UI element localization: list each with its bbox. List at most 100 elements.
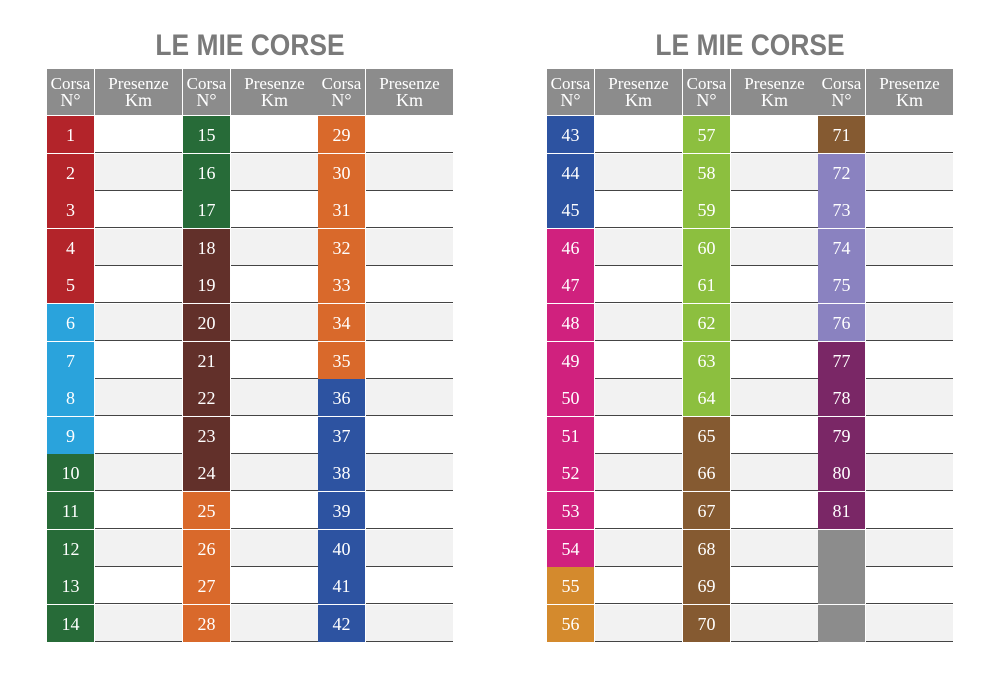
presenze-km-entry[interactable] [366,191,453,229]
presenze-km-entry[interactable] [866,228,953,266]
race-number-cell: 44 [547,153,594,191]
race-number-cell: 42 [318,604,365,642]
header-presenze-label: Presenze [379,74,440,93]
presenze-km-entry[interactable] [595,529,682,567]
presenze-km-entry[interactable] [866,529,953,567]
presenze-km-entry[interactable] [866,492,953,529]
presenze-km-entry[interactable] [366,153,453,191]
presenze-km-entry[interactable] [595,567,682,605]
presenze-km-entry[interactable] [731,379,818,417]
presenze-km-entry[interactable] [366,567,453,605]
presenze-km-entry[interactable] [731,567,818,605]
presenze-km-entry[interactable] [866,454,953,492]
presenze-km-entry[interactable] [866,567,953,605]
presenze-km-entry[interactable] [231,454,318,492]
race-number-cell: 29 [318,116,365,153]
presenze-km-entry[interactable] [595,492,682,529]
presenze-km-entry[interactable] [595,604,682,642]
presenze-km-entry[interactable] [366,116,453,153]
presenze-km-entry[interactable] [731,153,818,191]
presenze-km-entry[interactable] [95,191,182,229]
presenze-km-entry[interactable] [366,228,453,266]
presenze-km-entry[interactable] [231,416,318,454]
presenze-km-entry[interactable] [95,266,182,304]
presenze-km-entry[interactable] [731,191,818,229]
presenze-km-entry[interactable] [231,228,318,266]
race-number-cell: 60 [683,228,730,266]
race-number-cell: 32 [318,228,365,266]
presenze-km-entry[interactable] [731,492,818,529]
presenze-km-entry[interactable] [231,529,318,567]
presenze-km-entry[interactable] [95,341,182,379]
race-number-cell: 40 [318,529,365,567]
presenze-km-entry[interactable] [595,304,682,341]
header-corsa-label: Corsa [186,74,227,93]
presenze-km-entry[interactable] [95,567,182,605]
presenze-km-entry[interactable] [731,416,818,454]
race-number-cell: 16 [183,153,230,191]
presenze-km-entry[interactable] [95,416,182,454]
presenze-km-entry[interactable] [231,379,318,417]
presenze-km-entry[interactable] [595,379,682,417]
header-km-label: Km [261,90,288,110]
header-presenze-km: Presenze Km [231,69,318,115]
presenze-km-entry[interactable] [95,116,182,153]
presenze-km-entry[interactable] [95,529,182,567]
presenze-km-entry[interactable] [731,266,818,304]
presenze-km-entry[interactable] [95,492,182,529]
presenze-km-entry[interactable] [231,116,318,153]
presenze-km-entry[interactable] [231,191,318,229]
presenze-km-entry[interactable] [231,153,318,191]
presenze-km-entry[interactable] [231,492,318,529]
presenze-km-entry[interactable] [866,116,953,153]
presenze-km-entry[interactable] [366,529,453,567]
presenze-km-entry[interactable] [95,228,182,266]
race-number-cell: 57 [683,116,730,153]
presenze-km-entry[interactable] [366,341,453,379]
presenze-km-entry[interactable] [366,454,453,492]
presenze-km-entry[interactable] [95,304,182,341]
presenze-km-entry[interactable] [595,191,682,229]
presenze-km-entry[interactable] [95,153,182,191]
presenze-km-entry[interactable] [231,567,318,605]
presenze-km-entry[interactable] [366,379,453,417]
presenze-km-entry[interactable] [866,379,953,417]
race-number-cell: 18 [183,228,230,266]
presenze-km-entry[interactable] [231,304,318,341]
presenze-km-entry[interactable] [366,266,453,304]
presenze-km-entry[interactable] [731,454,818,492]
presenze-km-entry[interactable] [731,529,818,567]
presenze-km-entry[interactable] [231,341,318,379]
presenze-km-entry[interactable] [366,304,453,341]
presenze-km-entry[interactable] [595,116,682,153]
presenze-km-entry[interactable] [366,492,453,529]
presenze-km-entry[interactable] [231,266,318,304]
presenze-km-entry[interactable] [595,341,682,379]
presenze-km-entry[interactable] [731,304,818,341]
presenze-km-entry[interactable] [866,341,953,379]
presenze-km-entry[interactable] [866,153,953,191]
header-corsa-number: Corsa N° [683,69,730,115]
presenze-km-entry[interactable] [595,266,682,304]
presenze-km-entry[interactable] [731,116,818,153]
presenze-km-entry[interactable] [595,416,682,454]
race-number-cell: 72 [818,153,865,191]
presenze-km-entry[interactable] [866,266,953,304]
presenze-km-entry[interactable] [95,604,182,642]
presenze-km-entry[interactable] [731,341,818,379]
presenze-km-entry[interactable] [866,304,953,341]
presenze-km-entry[interactable] [866,604,953,642]
presenze-km-entry[interactable] [731,228,818,266]
presenze-km-entry[interactable] [231,604,318,642]
presenze-km-entry[interactable] [595,228,682,266]
presenze-km-entry[interactable] [731,604,818,642]
presenze-km-entry[interactable] [595,153,682,191]
race-number-cell: 46 [547,228,594,266]
presenze-km-entry[interactable] [95,454,182,492]
presenze-km-entry[interactable] [866,416,953,454]
presenze-km-entry[interactable] [866,191,953,229]
presenze-km-entry[interactable] [366,416,453,454]
presenze-km-entry[interactable] [95,379,182,417]
presenze-km-entry[interactable] [366,604,453,642]
presenze-km-entry[interactable] [595,454,682,492]
